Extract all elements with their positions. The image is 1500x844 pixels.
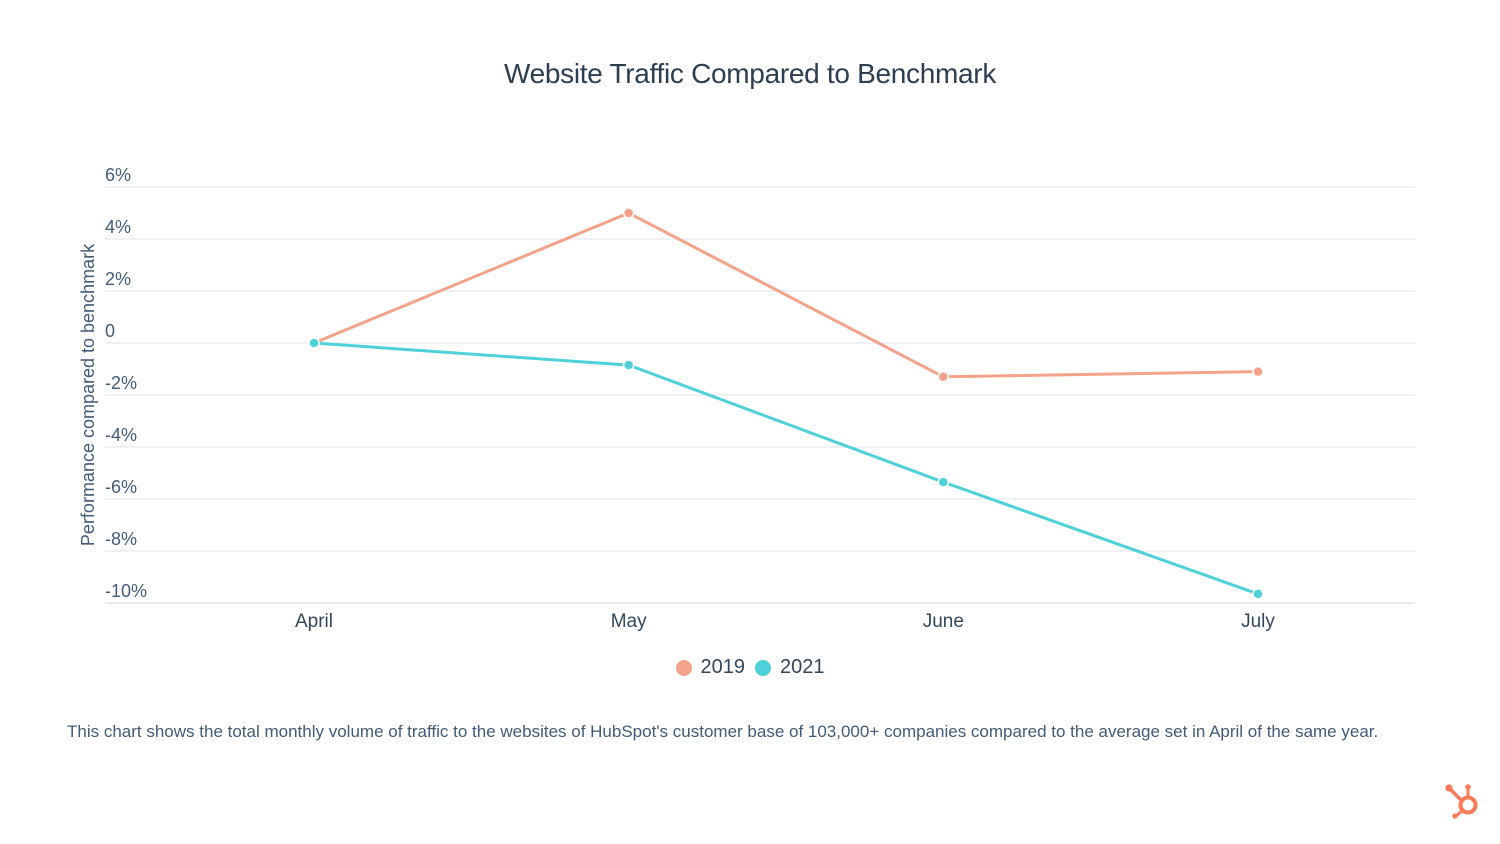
y-tick-label: -10% — [105, 581, 147, 601]
series-line — [313, 341, 1259, 596]
y-tick-label: -8% — [105, 529, 137, 549]
series-lines — [308, 207, 1264, 600]
data-point[interactable] — [1252, 365, 1264, 378]
legend-dot-icon — [755, 659, 771, 676]
data-point[interactable] — [937, 476, 950, 488]
x-tick-label: June — [923, 611, 964, 632]
y-tick-label: 2% — [105, 269, 131, 289]
y-tick-label: 6% — [105, 165, 131, 185]
legend-label: 2019 — [700, 656, 746, 678]
data-point[interactable] — [937, 371, 950, 383]
legend-item[interactable]: 2021 — [755, 656, 825, 679]
gridlines — [105, 186, 1415, 604]
data-point[interactable] — [1252, 588, 1264, 600]
legend-item[interactable]: 2019 — [675, 656, 746, 679]
y-tick-label: -4% — [105, 425, 137, 445]
x-tick-label: July — [1241, 611, 1275, 632]
y-tick-label: -6% — [105, 477, 137, 497]
series-line — [313, 211, 1259, 379]
x-tick-label: May — [611, 611, 647, 632]
line-chart: 6% 4% 2% 0 -2% -4% -6% -8% -10% April May June July… — [78, 165, 1415, 632]
y-axis-label: Performance compared to benchmark — [78, 243, 98, 546]
chart-caption: This chart shows the total monthly volum… — [67, 722, 1379, 741]
y-tick-label: 4% — [105, 217, 131, 237]
data-point[interactable] — [308, 337, 320, 349]
y-tick-label: 0 — [105, 321, 115, 341]
y-axis-ticks: 6% 4% 2% 0 -2% -4% -6% -8% -10% — [105, 165, 147, 601]
series-2021 — [308, 337, 1264, 600]
hubspot-sprocket-icon — [1442, 780, 1482, 820]
x-axis-ticks: April May June July — [295, 611, 1275, 632]
legend-dot-icon — [675, 659, 692, 676]
x-tick-label: April — [295, 611, 333, 632]
data-point[interactable] — [622, 207, 635, 219]
legend: 2019 2021 — [0, 656, 1500, 679]
series-2019 — [308, 207, 1264, 383]
data-point[interactable] — [622, 359, 635, 371]
y-tick-label: -2% — [105, 373, 137, 393]
legend-label: 2021 — [780, 656, 825, 678]
chart-title: Website Traffic Compared to Benchmark — [503, 58, 997, 89]
